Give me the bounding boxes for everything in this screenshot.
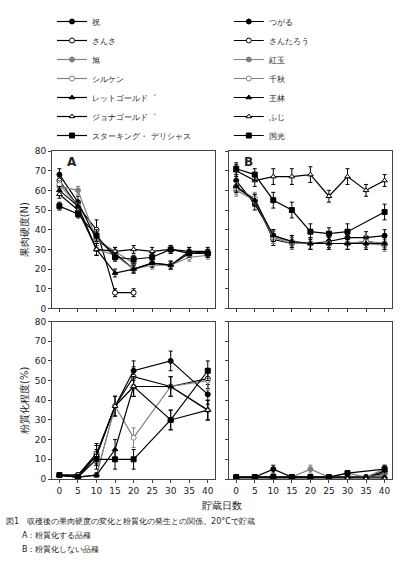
svg-text:40: 40	[35, 225, 47, 235]
svg-text:B：粉質化しない品種: B：粉質化しない品種	[6, 545, 100, 554]
svg-text:20: 20	[128, 486, 140, 496]
svg-text:40: 40	[379, 486, 391, 496]
svg-text:35: 35	[360, 486, 371, 496]
svg-text:20: 20	[305, 486, 317, 496]
svg-text:60: 60	[35, 356, 47, 366]
svg-text:スターキング・ デリシャス: スターキング・ デリシャス	[92, 132, 191, 141]
svg-text:王林: 王林	[269, 94, 285, 103]
svg-text:80: 80	[35, 146, 47, 156]
svg-text:貯蔵日数: 貯蔵日数	[202, 500, 242, 511]
svg-text:A：粉質化する品種: A：粉質化する品種	[6, 531, 91, 540]
svg-text:さんたろう: さんたろう	[269, 37, 309, 46]
svg-text:30: 30	[35, 415, 47, 425]
svg-text:B: B	[244, 155, 253, 169]
svg-text:35: 35	[184, 486, 195, 496]
svg-text:5: 5	[75, 486, 81, 496]
svg-text:国光: 国光	[269, 132, 285, 141]
svg-text:シルケン: シルケン	[92, 75, 124, 84]
svg-text:レットゴールド゜: レットゴールド゜	[92, 94, 156, 103]
svg-text:0: 0	[57, 486, 63, 496]
svg-text:さんさ: さんさ	[92, 37, 116, 46]
svg-text:0: 0	[233, 486, 239, 496]
svg-text:15: 15	[286, 486, 297, 496]
svg-text:15: 15	[109, 486, 120, 496]
svg-text:25: 25	[146, 486, 157, 496]
svg-text:30: 30	[342, 486, 354, 496]
svg-text:40: 40	[202, 486, 214, 496]
svg-text:果肉硬度(N): 果肉硬度(N)	[19, 202, 30, 257]
svg-text:0: 0	[40, 304, 46, 314]
svg-text:50: 50	[35, 205, 47, 215]
svg-text:30: 30	[35, 245, 47, 255]
svg-text:千秋: 千秋	[269, 75, 285, 84]
svg-text:図1 収穫後の果肉硬度の変化と粉質化の発生との関係。20°C: 図1 収穫後の果肉硬度の変化と粉質化の発生との関係。20°Cで貯蔵	[6, 517, 255, 526]
svg-text:70: 70	[35, 166, 47, 176]
svg-text:80: 80	[35, 317, 47, 327]
svg-text:20: 20	[35, 435, 47, 445]
svg-text:10: 10	[35, 284, 47, 294]
svg-text:20: 20	[35, 264, 47, 274]
svg-text:10: 10	[35, 454, 47, 464]
svg-text:40: 40	[35, 395, 47, 405]
svg-text:紅玉: 紅玉	[269, 56, 285, 65]
svg-text:30: 30	[165, 486, 177, 496]
svg-text:祝: 祝	[92, 18, 100, 27]
svg-text:50: 50	[35, 376, 47, 386]
svg-text:25: 25	[323, 486, 334, 496]
svg-text:10: 10	[91, 486, 103, 496]
svg-text:0: 0	[40, 474, 46, 484]
svg-text:A: A	[67, 155, 77, 169]
svg-text:旭: 旭	[92, 56, 100, 65]
svg-text:ふじ: ふじ	[268, 113, 285, 122]
svg-text:60: 60	[35, 186, 47, 196]
svg-text:つがる: つがる	[269, 18, 293, 27]
svg-text:10: 10	[268, 486, 280, 496]
svg-text:70: 70	[35, 336, 47, 346]
svg-text:粉質化程度(%): 粉質化程度(%)	[19, 367, 30, 434]
svg-text:ジョナゴールド゜: ジョナゴールド゜	[92, 113, 156, 122]
svg-text:5: 5	[252, 486, 258, 496]
